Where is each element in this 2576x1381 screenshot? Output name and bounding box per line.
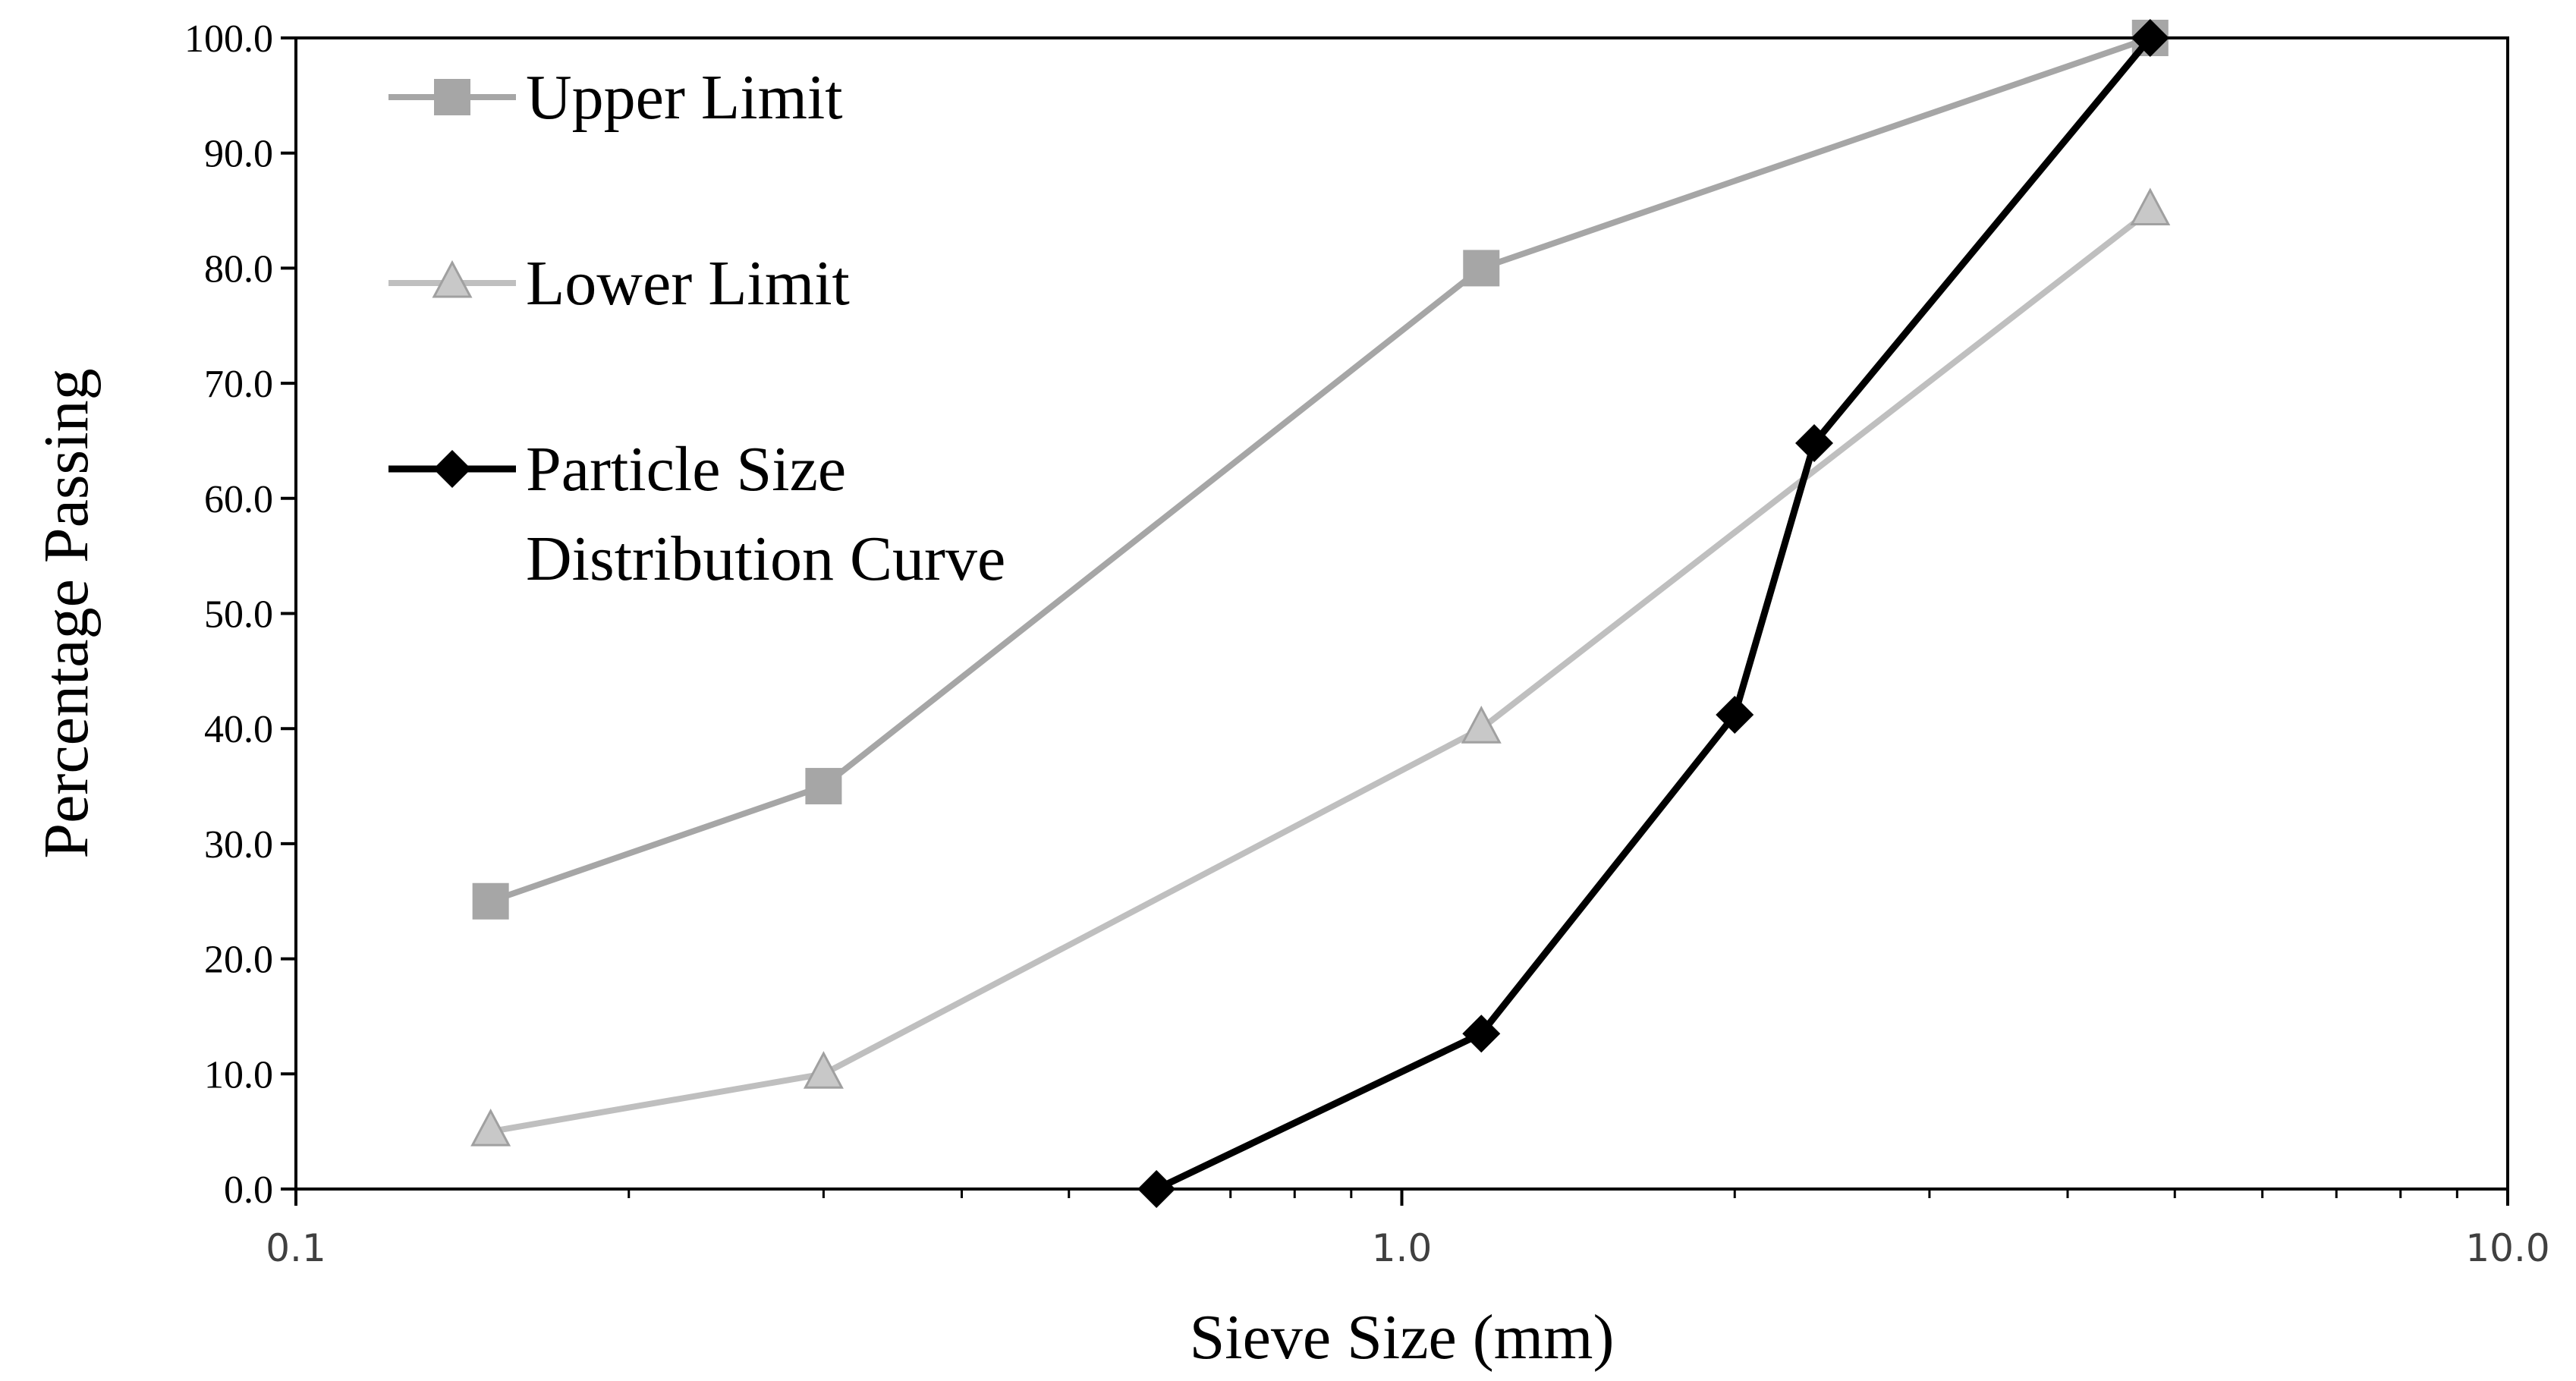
legend-label: Distribution Curve: [526, 524, 1005, 594]
y-tick-label: 30.0: [204, 823, 273, 867]
y-tick-label: 80.0: [204, 247, 273, 291]
y-tick-label: 60.0: [204, 478, 273, 521]
y-tick-label: 90.0: [204, 133, 273, 176]
data-point: [2130, 187, 2171, 226]
legend-entry: Lower Limit: [388, 248, 850, 319]
series-line: [489, 208, 2153, 1135]
y-tick-label: 20.0: [204, 939, 273, 982]
axis-layer: 0.0 10.0 20.0 30.0 40.0 50.0 60.0 70.0 80.0 90.0 1…: [184, 17, 2550, 1270]
series-triangle: [470, 187, 2171, 1147]
legend: Upper Limit Lower Limit Particle Size Distr…: [388, 62, 1005, 594]
y-tick-label: 100.0: [184, 17, 273, 61]
y-tick-label: 0.0: [224, 1169, 273, 1212]
x-tick-label: 1.0: [1372, 1226, 1433, 1270]
data-point: [1795, 423, 1834, 462]
data-point: [472, 882, 509, 920]
legend-label: Upper Limit: [526, 62, 843, 133]
data-point: [1461, 706, 1502, 744]
data-point: [1462, 1015, 1501, 1053]
data-point: [1463, 250, 1500, 287]
data-point: [805, 768, 842, 805]
y-tick-label: 10.0: [204, 1053, 273, 1096]
legend-entry: Upper Limit: [388, 62, 843, 133]
legend-entry: Particle Size Distribution Curve: [388, 434, 1005, 594]
legend-swatch-marker: [434, 79, 470, 115]
legend-swatch-marker: [433, 450, 471, 488]
x-axis-title: Sieve Size (mm): [1190, 1302, 1615, 1373]
y-tick-label: 50.0: [204, 593, 273, 637]
data-point: [803, 1051, 844, 1089]
x-tick-label: 10.0: [2465, 1226, 2549, 1270]
series-line: [489, 35, 2152, 904]
legend-label: Lower Limit: [526, 248, 850, 319]
legend-label: Particle Size: [526, 434, 846, 505]
data-point: [1716, 695, 1754, 734]
y-tick-label: 70.0: [204, 363, 273, 406]
y-axis-title: Percentage Passing: [31, 368, 102, 858]
x-tick-label: 0.1: [266, 1226, 326, 1270]
data-point: [470, 1108, 511, 1147]
legend-swatch-marker: [432, 260, 473, 298]
y-tick-label: 40.0: [204, 708, 273, 751]
